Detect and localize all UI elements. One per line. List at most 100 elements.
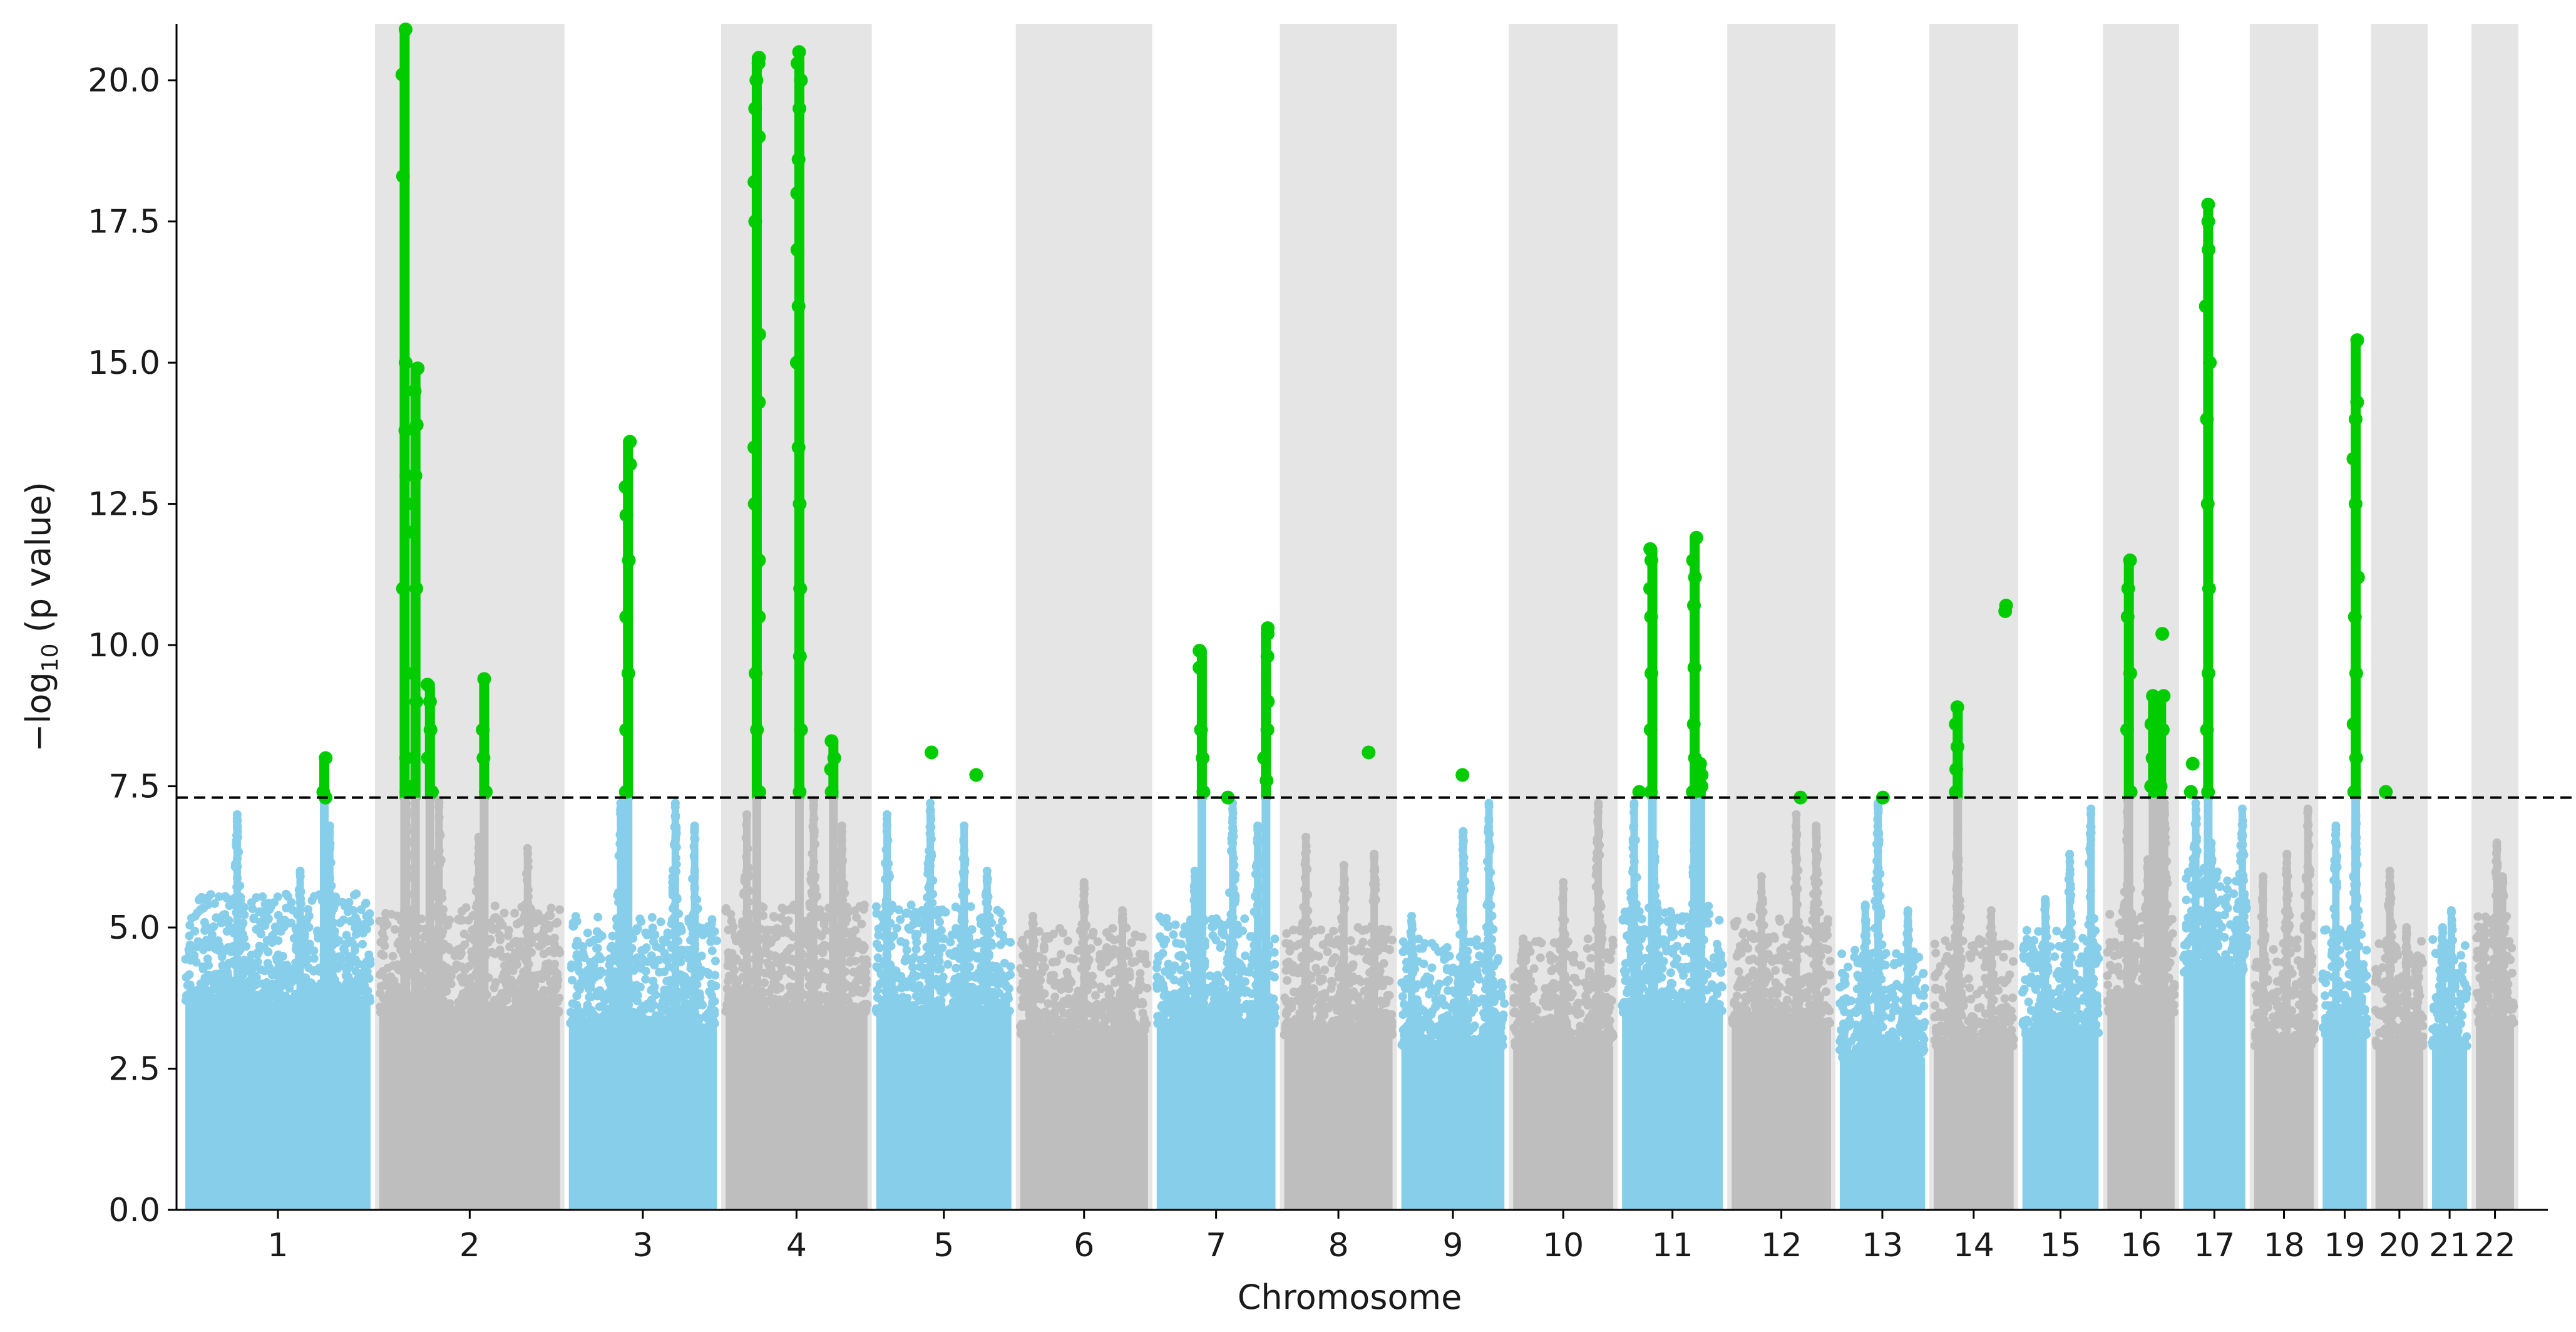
significant-snp-point [398,23,413,36]
snp-point [776,954,785,964]
snp-point [607,967,616,976]
snp-point [543,934,552,944]
snp-point [219,911,228,920]
significant-snp-point [476,723,490,737]
snp-point [1105,968,1114,978]
significant-snp-point [794,73,808,88]
snp-point [721,904,731,913]
snp-point [1097,984,1106,993]
significant-snp-point [752,328,766,341]
snp-point [858,988,868,998]
significant-snp-point [792,45,806,59]
snp-point [258,979,267,989]
snp-point [347,938,357,947]
significant-snp-point [421,751,435,765]
snp-point [1132,932,1142,941]
snp-point [1109,944,1119,954]
snp-point [1174,951,1184,961]
snp-point [210,899,219,908]
snp-point [255,996,265,1006]
snp-point [500,909,509,917]
significant-snp-point [793,649,807,664]
snp-point [1139,1016,1149,1025]
snp-point [1068,998,1077,1008]
significant-snp-point [406,525,420,539]
snp-point [933,999,942,1008]
snp-point [656,917,665,927]
snp-point [1140,951,1149,961]
snp-point [498,973,507,982]
snp-point [258,892,267,901]
significant-snp-point [476,751,491,765]
snp-point [904,923,913,932]
snp-point [555,993,564,1003]
snp-point [861,955,871,964]
snp-point [515,999,524,1008]
snp-point [816,995,826,1004]
significant-snp-point [408,384,422,398]
snp-point [727,916,736,926]
snp-point [975,997,984,1006]
snp-point [710,927,719,936]
snp-point [1049,971,1059,980]
snp-point [851,956,860,966]
snp-point [512,960,521,969]
snp-point [632,1008,641,1018]
snp-point [1004,1006,1013,1016]
snp-point [1154,951,1163,961]
significant-snp-point [1194,723,1208,737]
snp-point [760,978,769,988]
snp-point [360,962,369,971]
snp-point [722,984,732,993]
snp-point [682,990,691,999]
snp-point [340,947,349,956]
significant-snp-point [477,672,491,686]
snp-point [568,922,578,931]
snp-point [354,969,364,978]
snp-point [583,928,592,937]
snp-point [1240,914,1250,924]
snp-point [187,914,196,923]
snp-point [500,997,509,1006]
snp-point [195,896,203,905]
significant-snp-point [399,666,414,681]
snp-point [995,908,1005,917]
snp-point [282,904,291,912]
snp-point [1059,1018,1068,1027]
snp-point [307,896,317,905]
significant-snp-point [398,423,413,438]
snp-point [539,986,548,995]
snp-point [1000,936,1008,946]
snp-point [208,972,217,981]
significant-snp-point [827,751,841,765]
snp-point [516,937,526,946]
snp-point [907,974,916,983]
significant-snp-point [748,214,762,229]
snp-point [275,953,284,962]
snp-point [361,899,370,909]
significant-snp-point [752,51,766,65]
snp-point [252,925,261,934]
snp-point [592,927,602,936]
snp-point [185,980,195,989]
significant-snp-point [791,299,806,313]
snp-point [935,934,945,943]
snp-point [441,1002,450,1011]
snp-point [1090,1019,1099,1028]
snp-point [553,917,562,927]
chromosome-4-dense-points [725,1012,868,1210]
significant-snp-point [752,553,766,567]
snp-point [1017,939,1026,948]
snp-point [1018,969,1027,979]
significant-snp-point [748,101,762,116]
snp-point [555,905,565,914]
significant-snp-point [319,751,333,765]
significant-snp-point [747,440,761,455]
snp-point [664,998,673,1007]
snp-point [605,954,614,964]
snp-point [1176,965,1186,974]
snp-point [647,912,657,922]
significant-snp-point [395,68,409,82]
snp-point [1048,958,1057,967]
snp-point [249,913,259,922]
